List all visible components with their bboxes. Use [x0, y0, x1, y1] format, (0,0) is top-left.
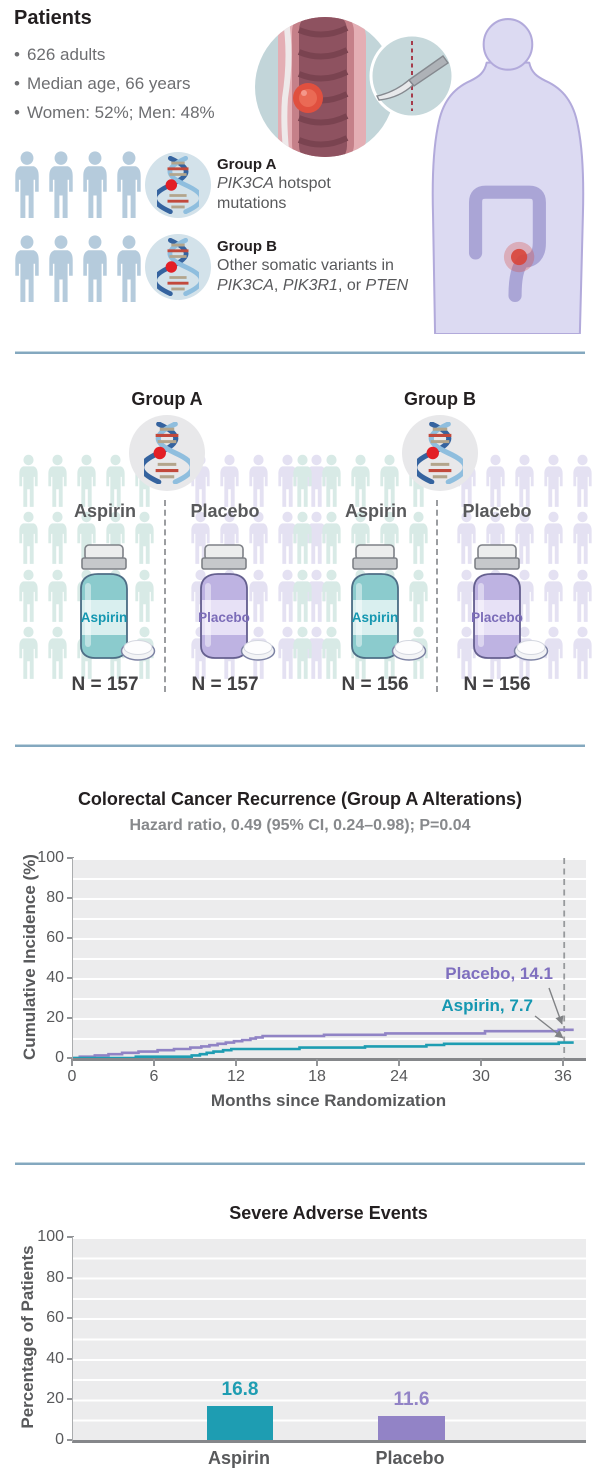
group-b-dna-badge [145, 234, 211, 300]
bullet-dot-icon: • [14, 103, 20, 122]
km-xtick: 18 [299, 1059, 335, 1086]
svg-text:Placebo: Placebo [471, 610, 523, 625]
bar-ytick: 0 [26, 1430, 74, 1450]
group-b-placebo-label: Placebo [462, 501, 532, 521]
patients-heading: Patients [14, 7, 92, 29]
group-b-definition: Group B Other somatic variants in PIK3CA… [217, 237, 408, 296]
km-ytick: 80 [26, 888, 74, 908]
group-b-dna-badge-large [402, 415, 478, 491]
km-plot-area [72, 858, 586, 1061]
bar-ytick: 100 [26, 1227, 74, 1247]
dna-icon [157, 156, 199, 214]
group-b-desc-line2: PIK3CA, PIK3R1, or PTEN [217, 277, 409, 294]
group-a-header: Group A [131, 389, 203, 409]
placebo-curve-label: Placebo, 14.1 [445, 964, 553, 983]
placebo-bottle: Placebo [198, 544, 276, 661]
bar-plot-area: 16.8 11.6 [72, 1237, 586, 1443]
dna-icon [417, 422, 463, 484]
bar-ytick: 20 [26, 1389, 74, 1409]
svg-text:Placebo: Placebo [198, 610, 250, 625]
patients-silhouettes [10, 146, 152, 318]
km-ytick: 60 [26, 928, 74, 948]
km-chart-title: Colorectal Cancer Recurrence (Group A Al… [77, 789, 523, 809]
placebo-bottle: Placebo [471, 544, 549, 661]
colon-closeup-illustration [255, 17, 395, 157]
group-b-aspirin-label: Aspirin [344, 501, 407, 521]
bar-chart-title: Severe Adverse Events [229, 1203, 428, 1223]
tumor-dot [511, 248, 528, 266]
group-a-placebo-n: N = 157 [191, 674, 259, 695]
placebo-bar [378, 1416, 445, 1440]
group-a-definition: Group A PIK3CA hotspot mutations [217, 155, 331, 214]
km-xtick: 24 [381, 1059, 417, 1086]
group-a-aspirin-n: N = 157 [71, 674, 139, 695]
placebo-category-label: Placebo [375, 1448, 445, 1468]
body-colon-illustration [431, 18, 585, 334]
section-divider [15, 351, 585, 354]
group-a-placebo-label: Placebo [190, 501, 260, 521]
bar-ytick: 60 [26, 1308, 74, 1328]
group-a-arm-separator [164, 500, 166, 692]
aspirin-curve-label: Aspirin, 7.7 [441, 996, 533, 1015]
aspirin-bar [207, 1405, 273, 1440]
group-b-arm-separator [436, 500, 438, 692]
dna-icon [144, 422, 190, 484]
km-xtick: 36 [545, 1059, 581, 1086]
section-divider [15, 1162, 585, 1165]
group-b-desc-line1: Other somatic variants in [217, 257, 394, 274]
scalpel-biopsy-illustration [369, 33, 455, 119]
placebo-pointer-line [548, 987, 564, 1025]
km-ytick: 0 [26, 1048, 74, 1068]
bullet-adults: • 626 adults [14, 45, 106, 64]
group-a-dna-badge [145, 152, 211, 218]
group-b-header: Group B [404, 389, 476, 409]
aspirin-pointer-line [534, 1015, 564, 1039]
aspirin-bottle: Aspirin [80, 544, 156, 661]
km-xtick: 0 [54, 1059, 90, 1086]
km-x-axis-label: Months since Randomization [210, 1091, 447, 1110]
km-ytick: 40 [26, 968, 74, 988]
dna-icon [157, 238, 199, 296]
group-a-dna-badge-large [129, 415, 205, 491]
km-ytick: 20 [26, 1008, 74, 1028]
bar-ytick: 40 [26, 1349, 74, 1369]
svg-text:Aspirin: Aspirin [81, 610, 128, 625]
survival-curves [73, 1028, 574, 1058]
group-b-name: Group B [217, 238, 277, 255]
bullet-dot-icon: • [14, 74, 20, 93]
km-xtick: 6 [136, 1059, 172, 1086]
km-curves-svg [73, 858, 574, 1058]
bar-ytick: 80 [26, 1268, 74, 1288]
patients-bullet-list: • 626 adults • Median age, 66 years • Women… [14, 40, 215, 127]
colon-outline [468, 185, 546, 303]
aspirin-category-label: Aspirin [207, 1448, 270, 1468]
km-xtick: 12 [218, 1059, 254, 1086]
km-chart-subtitle: Hazard ratio, 0.49 (95% CI, 0.24–0.98); … [129, 817, 471, 834]
group-a-desc-line1: PIK3CA hotspot [217, 175, 331, 192]
bullet-median-age: • Median age, 66 years [14, 74, 191, 93]
group-b-placebo-n: N = 156 [463, 674, 531, 695]
group-a-desc-line2: mutations [217, 195, 287, 212]
scalpel-handle-icon [407, 55, 449, 87]
bullet-sex-split: • Women: 52%; Men: 48% [14, 103, 215, 122]
km-y-axis-label: Cumulative Incidence (%) [20, 854, 39, 1060]
bullet-dot-icon: • [14, 45, 20, 64]
group-b-aspirin-n: N = 156 [341, 674, 409, 695]
group-a-name: Group A [217, 156, 277, 173]
section-divider [15, 744, 585, 747]
aspirin-bar-value: 16.8 [221, 1378, 259, 1400]
aspirin-bottle: Aspirin [351, 544, 427, 661]
km-xtick: 30 [463, 1059, 499, 1086]
group-a-aspirin-label: Aspirin [73, 501, 136, 521]
km-ytick: 100 [26, 848, 74, 868]
placebo-bar-value: 11.6 [393, 1389, 430, 1411]
svg-text:Aspirin: Aspirin [352, 610, 399, 625]
